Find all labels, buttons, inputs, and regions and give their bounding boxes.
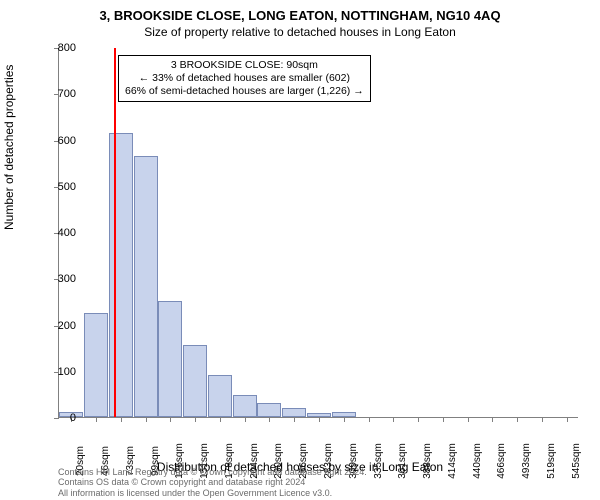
x-tick-mark <box>393 417 394 422</box>
sub-title: Size of property relative to detached ho… <box>0 23 600 39</box>
histogram-bar <box>257 403 281 417</box>
histogram-bar <box>233 395 257 417</box>
footer-line: Contains HM Land Registry data © Crown c… <box>58 467 367 477</box>
x-tick-mark <box>319 417 320 422</box>
x-tick-mark <box>269 417 270 422</box>
histogram-bar <box>282 408 306 417</box>
y-axis-label: Number of detached properties <box>2 65 16 230</box>
x-tick-mark <box>220 417 221 422</box>
y-tick-label: 100 <box>46 366 76 378</box>
x-tick-mark <box>567 417 568 422</box>
x-tick-mark <box>369 417 370 422</box>
property-marker-line <box>114 48 116 417</box>
footer-attribution: Contains HM Land Registry data © Crown c… <box>58 467 367 498</box>
y-tick-label: 400 <box>46 227 76 239</box>
y-tick-label: 600 <box>46 135 76 147</box>
x-tick-mark <box>542 417 543 422</box>
x-tick-mark <box>517 417 518 422</box>
histogram-bar <box>84 313 108 417</box>
y-tick-label: 800 <box>46 42 76 54</box>
y-tick-label: 0 <box>46 412 76 424</box>
x-tick-mark <box>443 417 444 422</box>
footer-line: Contains OS data © Crown copyright and d… <box>58 477 367 487</box>
annotation-line: 3 BROOKSIDE CLOSE: 90sqm <box>125 59 364 72</box>
histogram-bar <box>158 301 182 417</box>
x-tick-mark <box>195 417 196 422</box>
histogram-bar <box>134 156 158 417</box>
chart-area: 20sqm46sqm73sqm99sqm125sqm151sqm178sqm20… <box>58 48 578 418</box>
annotation-line: 66% of semi-detached houses are larger (… <box>125 85 364 98</box>
x-tick-mark <box>344 417 345 422</box>
main-title: 3, BROOKSIDE CLOSE, LONG EATON, NOTTINGH… <box>0 0 600 23</box>
y-tick-label: 500 <box>46 181 76 193</box>
annotation-line: ← 33% of detached houses are smaller (60… <box>125 72 364 85</box>
plot-area: 20sqm46sqm73sqm99sqm125sqm151sqm178sqm20… <box>58 48 578 418</box>
x-tick-mark <box>121 417 122 422</box>
x-tick-mark <box>96 417 97 422</box>
y-tick-label: 700 <box>46 88 76 100</box>
x-tick-mark <box>294 417 295 422</box>
y-tick-label: 200 <box>46 320 76 332</box>
x-tick-mark <box>146 417 147 422</box>
annotation-box: 3 BROOKSIDE CLOSE: 90sqm← 33% of detache… <box>118 55 371 102</box>
x-tick-mark <box>245 417 246 422</box>
x-tick-mark <box>468 417 469 422</box>
footer-line: All information is licensed under the Op… <box>58 488 367 498</box>
histogram-bar <box>208 375 232 417</box>
x-tick-mark <box>492 417 493 422</box>
histogram-bar <box>183 345 207 417</box>
y-tick-label: 300 <box>46 273 76 285</box>
x-tick-mark <box>418 417 419 422</box>
x-tick-mark <box>170 417 171 422</box>
histogram-bar <box>109 133 133 417</box>
